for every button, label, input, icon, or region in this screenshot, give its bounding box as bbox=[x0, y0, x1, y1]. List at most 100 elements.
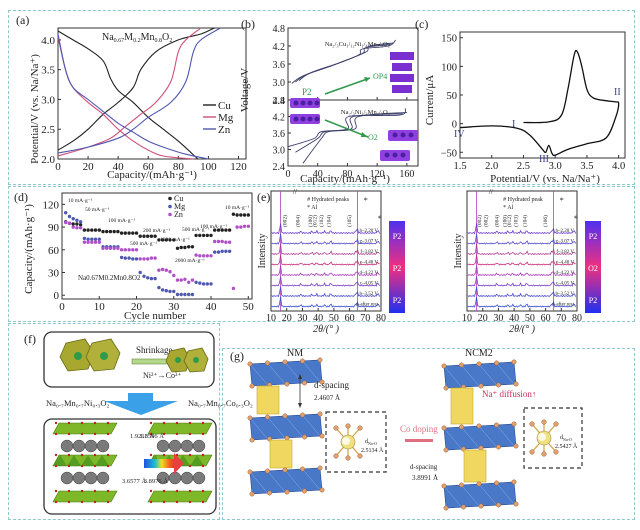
point-zn bbox=[220, 239, 224, 244]
right-d-spacing-label: d-spacing bbox=[410, 463, 438, 471]
point-mg bbox=[71, 217, 75, 221]
y-tick-label: 0 bbox=[54, 290, 60, 302]
trace-label: h–2.20 V bbox=[555, 229, 574, 234]
point-cu bbox=[183, 245, 187, 250]
left-dnao-value: 2.5134 Å bbox=[361, 446, 384, 454]
y-tick-label: 4.8 bbox=[273, 24, 286, 35]
x-tick-label: 3.5 bbox=[580, 161, 593, 172]
point-mg bbox=[67, 214, 72, 219]
point-cu bbox=[201, 233, 206, 238]
point-mg bbox=[134, 257, 139, 261]
point-zn bbox=[90, 240, 94, 244]
point-zn bbox=[157, 268, 161, 272]
x-tick-label: 50 bbox=[525, 313, 535, 324]
rate-label: 100 mA·g⁻¹ bbox=[108, 218, 135, 224]
point-zn bbox=[235, 225, 239, 229]
point-zn bbox=[183, 277, 187, 281]
small-octahedra bbox=[165, 347, 209, 373]
x-tick-label: 20 bbox=[131, 301, 143, 313]
point-cu bbox=[86, 228, 90, 232]
peak-label: (012) bbox=[312, 215, 319, 227]
legend-marker-cu bbox=[168, 196, 172, 201]
panel-d-ylabel: Capacity/(mAh·g⁻¹) bbox=[23, 204, 35, 294]
op4-label: OP4 bbox=[373, 72, 387, 81]
point-mg bbox=[153, 276, 157, 281]
point-cu bbox=[138, 234, 142, 238]
point-mg bbox=[220, 249, 224, 253]
nm-slab-bot bbox=[247, 465, 325, 497]
left-d-spacing-label: d-spacing bbox=[314, 380, 349, 390]
ion-change-label: Ni²⁺→Co³⁺ bbox=[143, 371, 182, 380]
trace-label: d–4.22 V bbox=[359, 271, 378, 276]
point-cu bbox=[153, 234, 157, 238]
ncm2-slab-top bbox=[441, 359, 519, 391]
point-cu bbox=[97, 228, 102, 232]
nm-na-prism-1 bbox=[256, 385, 280, 415]
xrd-frame bbox=[466, 190, 578, 312]
nm-na-o-coordination bbox=[333, 423, 363, 461]
right-dnao-label: dNa-O bbox=[560, 435, 572, 442]
rainbow-arrow bbox=[144, 453, 184, 474]
point-cu bbox=[134, 231, 139, 235]
point-zn bbox=[93, 240, 98, 244]
xrd-ylabel: Intensity bbox=[257, 234, 268, 269]
xrd-legend-item: # Hydrated peak bbox=[503, 197, 543, 203]
point-mg bbox=[127, 256, 131, 260]
co-doping-label: Co doping bbox=[400, 424, 438, 434]
y-tick-label: 3.6 bbox=[273, 129, 286, 140]
point-cu bbox=[123, 231, 128, 235]
o2-crystal-structure bbox=[380, 130, 418, 161]
point-cu bbox=[198, 233, 202, 238]
xrd-trace bbox=[467, 254, 576, 266]
x-tick-label: 10 bbox=[462, 313, 472, 324]
right-tm-slab-1 bbox=[147, 421, 213, 436]
point-cu bbox=[93, 228, 98, 232]
y-tick-label: 4.2 bbox=[273, 113, 286, 124]
point-mg bbox=[160, 288, 165, 292]
point-mg bbox=[86, 237, 90, 241]
point-zn bbox=[146, 257, 150, 261]
ncm2-title: NCM2 bbox=[465, 348, 493, 359]
point-mg bbox=[179, 292, 183, 297]
peak-label-I: I bbox=[512, 119, 515, 130]
y-tick-label: 150 bbox=[441, 34, 457, 45]
point-zn bbox=[172, 273, 176, 278]
point-cu bbox=[187, 245, 191, 249]
right-na-o-inset bbox=[523, 407, 583, 469]
point-mg bbox=[138, 270, 142, 275]
rate-label: 50 mA·g⁻¹ bbox=[85, 207, 110, 213]
op4-crystal-structure bbox=[390, 52, 414, 93]
al-marker: * bbox=[364, 196, 368, 205]
point-zn bbox=[187, 280, 191, 284]
shrinkage-label: Shrinkage bbox=[136, 345, 173, 355]
xrd-trace bbox=[467, 233, 576, 245]
xrd-legend-item: # Hydrated peaks bbox=[307, 197, 350, 203]
xrd-legend-item: * Al bbox=[503, 205, 514, 211]
peak-label: (100) bbox=[501, 215, 508, 227]
point-cu bbox=[216, 228, 221, 232]
nm-slab-top bbox=[247, 357, 325, 389]
legend-label-cu: Cu bbox=[218, 100, 231, 112]
point-cu bbox=[146, 234, 150, 238]
trace-label: h–2.20 V bbox=[359, 229, 378, 234]
axis-break: // bbox=[489, 188, 493, 196]
point-cu bbox=[246, 213, 250, 217]
y-tick-label: 3.5 bbox=[41, 65, 55, 77]
point-zn bbox=[82, 240, 87, 244]
trace-label: g–3.07 V bbox=[359, 240, 378, 245]
point-zn bbox=[216, 239, 221, 244]
point-mg bbox=[168, 289, 172, 294]
x-tick-label: 80 bbox=[572, 313, 582, 324]
phase-colorbar bbox=[585, 221, 601, 313]
x-tick-label: 10 bbox=[94, 301, 106, 313]
co-doping-arrow bbox=[405, 439, 433, 442]
point-mg bbox=[164, 289, 168, 293]
point-zn bbox=[119, 248, 124, 252]
point-mg bbox=[216, 250, 221, 254]
y-tick-label: 4.0 bbox=[41, 35, 55, 47]
trace-label: g–3.07 V bbox=[555, 240, 574, 245]
left-formula: Na₀.₇Mn₀.₇Ni₀.₃O₂ bbox=[46, 398, 110, 408]
x-tick-label: 50 bbox=[243, 301, 255, 313]
x-tick-label: 60 bbox=[541, 313, 551, 324]
point-zn bbox=[75, 226, 79, 230]
